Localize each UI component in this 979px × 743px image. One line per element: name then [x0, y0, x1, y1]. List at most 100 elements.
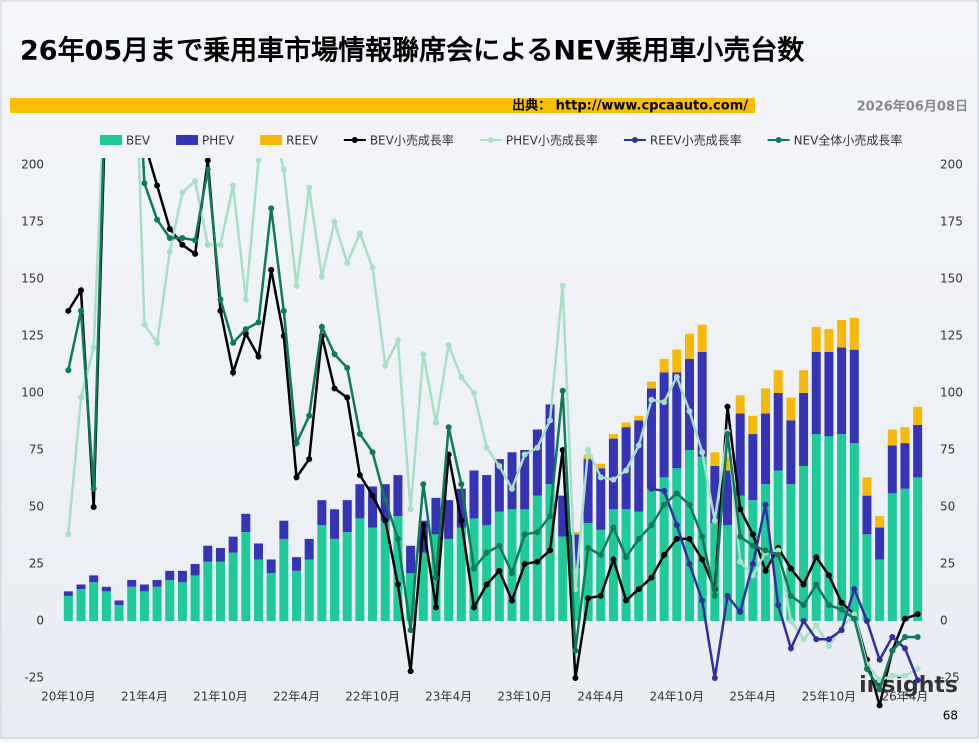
line-marker	[762, 567, 769, 574]
line-marker	[192, 250, 199, 257]
bar	[253, 543, 263, 560]
bar	[849, 317, 859, 350]
bar	[811, 434, 821, 621]
bar	[672, 372, 682, 469]
bar	[875, 516, 885, 528]
bar	[127, 579, 137, 587]
bar	[292, 570, 302, 621]
bar	[811, 351, 821, 435]
line-marker	[876, 656, 883, 663]
bar	[659, 372, 669, 478]
bar	[355, 484, 365, 519]
line-marker	[154, 182, 161, 189]
bar	[824, 351, 834, 437]
line-marker	[547, 417, 554, 424]
line-marker	[204, 166, 211, 173]
bar	[811, 326, 821, 352]
line-marker	[914, 611, 921, 618]
line-marker	[673, 374, 680, 381]
y2-tick-label: 150	[940, 272, 963, 286]
bar	[761, 413, 771, 485]
line-marker	[470, 604, 477, 611]
bar	[165, 579, 175, 621]
line-marker	[787, 645, 794, 652]
line-marker	[78, 394, 85, 401]
line-marker	[445, 424, 452, 431]
bar	[900, 427, 910, 444]
line-marker	[420, 481, 427, 488]
line-marker	[585, 595, 592, 602]
line-marker	[610, 476, 617, 483]
bar	[646, 381, 656, 389]
bar	[228, 536, 238, 553]
bar	[824, 436, 834, 621]
bar	[558, 495, 568, 537]
line-marker	[724, 403, 731, 410]
bar	[583, 459, 593, 523]
line-marker	[762, 547, 769, 554]
line-marker	[432, 574, 439, 581]
bar	[646, 488, 656, 621]
line-marker	[483, 581, 490, 588]
line-marker	[318, 323, 325, 330]
x-tick-label: 25年10月	[802, 690, 857, 704]
bar	[710, 465, 720, 523]
line-marker	[699, 556, 706, 563]
line-marker	[889, 633, 896, 640]
line-marker	[800, 636, 807, 643]
line-marker	[737, 558, 744, 565]
line-marker	[306, 456, 313, 463]
line-marker	[521, 531, 528, 538]
line-marker	[635, 586, 642, 593]
line-marker	[242, 296, 249, 303]
line-marker	[192, 177, 199, 184]
bar	[317, 525, 327, 621]
line-marker	[813, 554, 820, 561]
line-marker	[382, 497, 389, 504]
line-marker	[851, 615, 858, 622]
line-marker	[154, 339, 161, 346]
line-marker	[876, 702, 883, 709]
bar	[684, 450, 694, 621]
y-tick-label: 25	[29, 557, 44, 571]
line-marker	[268, 116, 274, 122]
line-marker	[369, 264, 376, 271]
line-marker	[90, 344, 97, 351]
line-marker	[230, 369, 237, 376]
bar	[849, 443, 859, 621]
bar	[279, 538, 289, 621]
line-marker	[217, 296, 224, 303]
line-marker	[394, 581, 401, 588]
line-marker	[901, 672, 908, 679]
line-marker	[699, 597, 706, 604]
line-marker	[458, 481, 465, 488]
line-marker	[179, 241, 186, 248]
y-tick-label: 100	[21, 386, 44, 400]
bar	[684, 358, 694, 450]
bar	[799, 370, 809, 393]
line-marker	[749, 561, 756, 567]
line-marker	[407, 627, 414, 634]
line-marker	[901, 645, 908, 652]
line-marker	[825, 636, 832, 643]
bar	[672, 349, 682, 373]
bar	[330, 538, 340, 621]
line-marker	[787, 565, 794, 572]
line-marker	[711, 517, 718, 524]
line-marker	[166, 225, 173, 232]
line-marker	[179, 189, 186, 196]
bar	[177, 570, 187, 583]
line-marker	[737, 506, 744, 513]
line-marker	[737, 533, 744, 540]
bar	[608, 509, 618, 621]
line-marker	[65, 367, 72, 374]
bar	[393, 516, 403, 621]
line-marker	[496, 567, 503, 574]
bar	[608, 438, 618, 510]
line-marker	[78, 287, 85, 294]
line-marker	[813, 622, 820, 629]
line-marker	[192, 237, 199, 244]
bar	[304, 559, 314, 621]
line-marker	[293, 474, 300, 481]
